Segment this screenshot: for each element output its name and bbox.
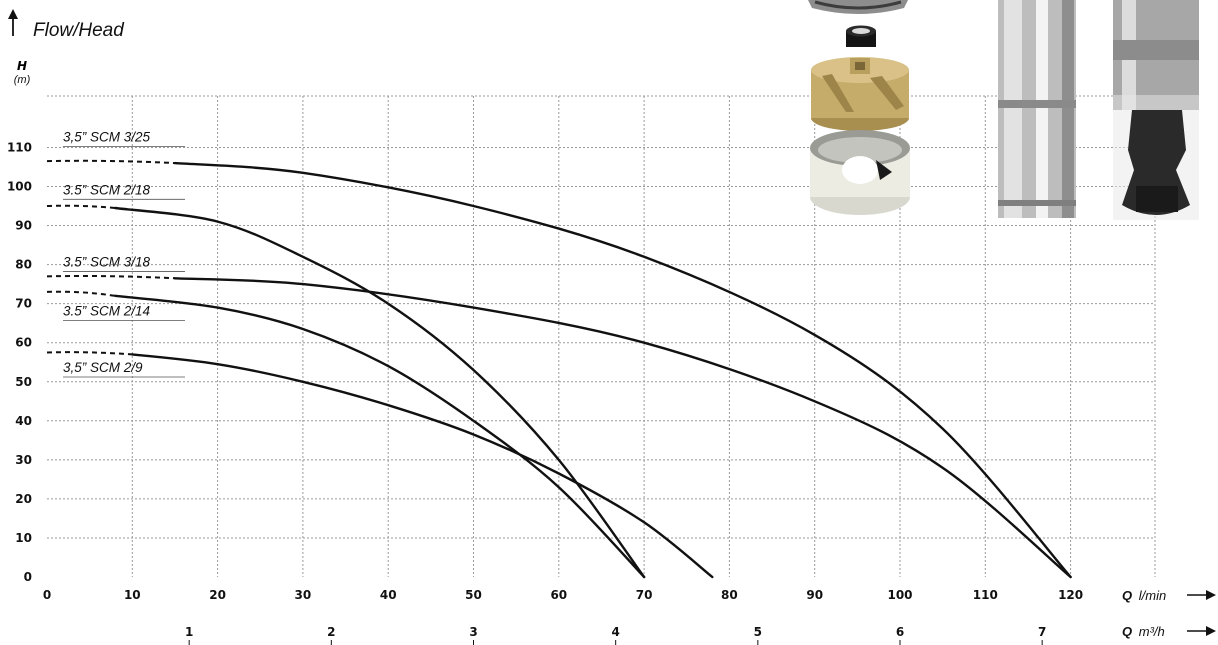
series-curve: [114, 294, 646, 579]
x-tick-label: 50: [465, 588, 482, 602]
y-tick-label: 50: [15, 375, 32, 389]
x-tick-label: 90: [806, 588, 823, 602]
x2-tick-label: 1: [185, 625, 193, 639]
x-axis-label-secondary: Q m³/h: [1122, 624, 1216, 639]
x2-tick-label: 4: [611, 625, 619, 639]
y-tick-label: 90: [15, 219, 32, 233]
series-curve-dashed: [46, 159, 175, 165]
pump-body-image: [998, 0, 1076, 218]
y-tick-label: 70: [15, 297, 32, 311]
right-arrow-icon: [1187, 590, 1216, 600]
series-label: 3,5” SCM 2/9: [63, 360, 143, 375]
pump-impeller-image: [811, 57, 909, 131]
x-tick-label: 120: [1058, 588, 1083, 602]
x-tick-label: 10: [124, 588, 141, 602]
y-axis-unit: (m): [14, 74, 31, 86]
x2-tick-label: 6: [896, 625, 904, 639]
x-tick-label: 110: [973, 588, 998, 602]
y-tick-label: 20: [15, 492, 32, 506]
x-axis-label-primary: Q l/min: [1122, 588, 1216, 603]
x-axis-q-symbol: Q: [1122, 588, 1132, 603]
pump-motor-image: [1113, 0, 1199, 220]
y-tick-label: 60: [15, 336, 32, 350]
x-tick-label: 100: [887, 588, 912, 602]
series-curve-dashed: [46, 290, 116, 297]
series-labels: 3,5” SCM 3/25 3.5” SCM 2/18 3.5” SCM 3/18 3…: [63, 130, 185, 378]
pump-cap-image: [808, 0, 908, 14]
title-group: Flow/Head H (m): [8, 9, 125, 86]
y-tick-label: 100: [7, 180, 32, 194]
chart-title: Flow/Head: [33, 20, 125, 41]
y-ticks: 0 10 20 30 40 50 60 70 80 90 100 110: [7, 140, 32, 584]
x2-ticks: 1 2 3 4 5 6 7: [185, 625, 1046, 645]
y-tick-label: 10: [15, 531, 32, 545]
series-curve-dashed: [46, 274, 175, 280]
x-tick-label: 80: [721, 588, 738, 602]
series-label: 3.5” SCM 3/18: [63, 255, 151, 270]
pump-seal-ring-image: [846, 25, 876, 47]
series-label: 3,5” SCM 3/25: [63, 130, 151, 145]
y-axis-label: H: [17, 59, 27, 73]
x-axis-unit-lmin: l/min: [1139, 588, 1166, 603]
series-curve-dashed: [46, 351, 133, 356]
x2-axis-unit-m3h: m³/h: [1139, 624, 1165, 639]
series-curve: [173, 161, 1072, 579]
x-ticks: 0 10 20 30 40 50 60 70 80 90 100 110 120: [43, 588, 1083, 602]
pump-parts-illustration: [808, 0, 1199, 220]
y-tick-label: 40: [15, 414, 32, 428]
series-curve: [173, 277, 1072, 579]
y-tick-label: 0: [24, 570, 32, 584]
up-arrow-icon: [8, 9, 18, 36]
y-tick-label: 30: [15, 453, 32, 467]
svg-text:Q m³/h: Q m³/h: [1122, 624, 1165, 639]
x-tick-label: 0: [43, 588, 51, 602]
series-label: 3.5” SCM 2/14: [63, 303, 150, 318]
x-tick-label: 70: [636, 588, 653, 602]
svg-text:Q l/min: Q l/min: [1122, 588, 1166, 603]
x-tick-label: 40: [380, 588, 397, 602]
series-curves: [46, 159, 1072, 579]
y-tick-label: 110: [7, 140, 32, 154]
y-tick-label: 80: [15, 258, 32, 272]
pump-diffuser-image: [810, 130, 910, 215]
x-tick-label: 30: [295, 588, 312, 602]
x2-tick-label: 3: [469, 625, 477, 639]
series-label: 3.5” SCM 2/18: [63, 182, 151, 197]
series-curve: [114, 206, 646, 579]
x2-tick-label: 2: [327, 625, 335, 639]
x2-tick-label: 5: [754, 625, 762, 639]
x2-tick-label: 7: [1038, 625, 1046, 639]
x-tick-label: 20: [209, 588, 226, 602]
series-curve: [131, 353, 714, 579]
series-curve-dashed: [46, 204, 116, 209]
right-arrow-icon: [1187, 626, 1216, 636]
x2-axis-q-symbol: Q: [1122, 624, 1132, 639]
x-tick-label: 60: [550, 588, 567, 602]
grid: [47, 95, 1156, 577]
